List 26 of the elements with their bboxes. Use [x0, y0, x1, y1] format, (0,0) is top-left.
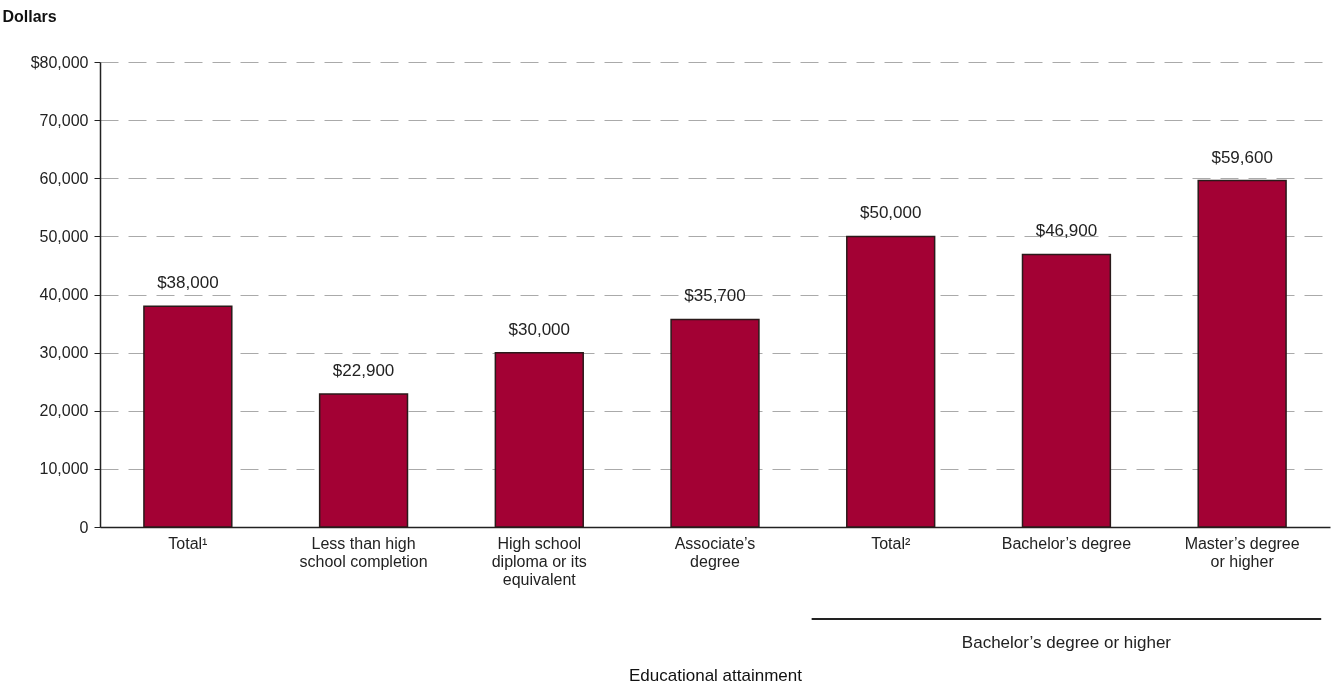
text: Bachelor’s degree or higher	[961, 633, 1172, 652]
y-tick-label: 10,000	[39, 460, 89, 478]
x-tick-label: Associate’s degree	[674, 534, 756, 570]
x-tick-label: High school diploma or its equivalent	[491, 534, 587, 588]
y-tick-label: 0	[79, 518, 89, 536]
y-tick-label: 30,000	[39, 344, 89, 362]
data-label: $38,000	[157, 273, 219, 293]
x-tick-label: Bachelor’s degree	[1001, 534, 1132, 552]
y-tick-label: 50,000	[39, 227, 89, 245]
x-axis-title: Educational attainment	[629, 665, 803, 685]
y-tick-label: 20,000	[39, 402, 89, 420]
x-tick-label: Master’s degree or higher	[1184, 534, 1300, 570]
y-tick-label: 70,000	[39, 111, 89, 129]
x-tick-label: Less than high school completion	[299, 534, 428, 570]
data-label: $46,900	[1035, 221, 1098, 241]
y-tick-label: $80,000	[30, 53, 89, 71]
data-label: $30,000	[508, 319, 571, 339]
data-label: $50,000	[859, 203, 922, 223]
data-label: $22,900	[332, 360, 395, 380]
data-label: $59,600	[1211, 147, 1273, 167]
y-axis-title: Dollars	[2, 7, 57, 25]
y-tick-label: 60,000	[39, 169, 89, 187]
x-tick-label: Total¹	[168, 534, 208, 552]
y-tick-label: 40,000	[39, 286, 89, 303]
x-tick-label: Total²	[871, 534, 911, 552]
data-label: $35,700	[684, 286, 746, 306]
